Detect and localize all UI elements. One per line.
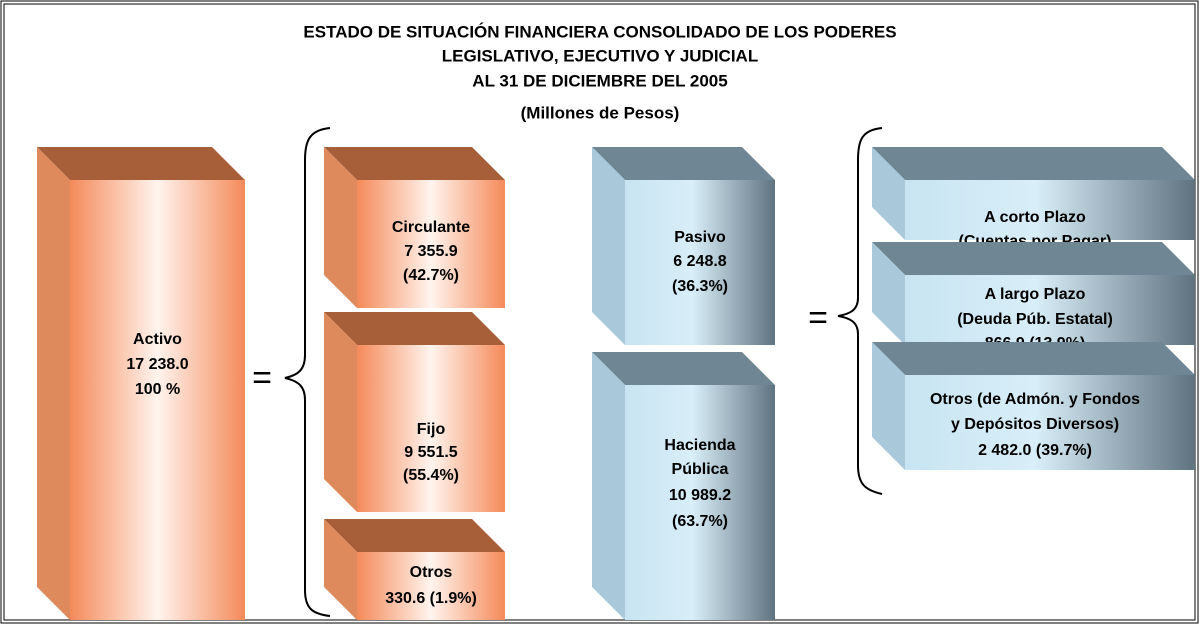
- left-brace: [284, 127, 331, 617]
- block-label: 6 248.8: [673, 253, 726, 270]
- block-label: 330.6 (1.9%): [385, 590, 477, 607]
- block-front: [625, 180, 775, 345]
- block-label: 17 238.0: [126, 356, 188, 373]
- block-side: [872, 147, 905, 240]
- title-line: AL 31 DE DICIEMBRE DEL 2005: [472, 71, 727, 90]
- block-side: [872, 342, 905, 470]
- block-top: [872, 342, 1195, 375]
- block-front: [357, 180, 505, 308]
- block-label: A corto Plazo: [984, 209, 1086, 226]
- block-side: [324, 519, 357, 620]
- title-line: (Millones de Pesos): [521, 103, 680, 122]
- block-label: Activo: [133, 331, 182, 348]
- block-top: [592, 147, 775, 180]
- block-front: [905, 180, 1195, 240]
- block-label: Hacienda: [664, 437, 735, 454]
- block-label: (Deuda Púb. Estatal): [957, 311, 1113, 328]
- block-label: Fijo: [417, 421, 446, 438]
- block-side: [37, 147, 70, 620]
- block-label: 9 551.5: [404, 444, 457, 461]
- block-side: [324, 147, 357, 308]
- title-line: LEGISLATIVO, EJECUTIVO Y JUDICIAL: [442, 46, 758, 65]
- block-top: [872, 242, 1195, 275]
- block-label: 100 %: [135, 381, 180, 398]
- block-label: Pasivo: [674, 229, 726, 246]
- block-label: Pública: [672, 461, 729, 478]
- block-front: [357, 345, 505, 512]
- block-top: [872, 147, 1195, 180]
- right-brace: [837, 127, 883, 495]
- block-label: (55.4%): [403, 467, 459, 484]
- block-label: 10 989.2: [669, 487, 731, 504]
- block-side: [592, 147, 625, 345]
- block-label: (63.7%): [672, 513, 728, 530]
- block-side: [872, 242, 905, 345]
- block-top: [592, 352, 775, 385]
- block-front: [905, 375, 1195, 470]
- block-top: [37, 147, 245, 180]
- title-line: ESTADO DE SITUACIÓN FINANCIERA CONSOLIDA…: [303, 22, 896, 41]
- block-side: [592, 352, 625, 620]
- block-front: [70, 180, 245, 620]
- block-front: [905, 275, 1195, 345]
- block-front: [625, 385, 775, 620]
- block-label: A largo Plazo: [985, 286, 1086, 303]
- block-label: (42.7%): [403, 267, 459, 284]
- block-top: [324, 312, 505, 345]
- block-front: [357, 552, 505, 620]
- block-label: 2 482.0 (39.7%): [978, 442, 1092, 459]
- block-label: Otros: [410, 564, 453, 581]
- block-label: 7 355.9: [404, 243, 457, 260]
- block-top: [324, 147, 505, 180]
- block-label: Otros (de Admón. y Fondos: [930, 391, 1140, 408]
- equals-sign: =: [808, 299, 828, 337]
- equals-sign: =: [252, 359, 272, 397]
- block-label: (36.3%): [672, 278, 728, 295]
- block-label: y Depósitos Diversos): [951, 416, 1119, 433]
- block-side: [324, 312, 357, 512]
- block-top: [324, 519, 505, 552]
- block-label: Circulante: [392, 219, 470, 236]
